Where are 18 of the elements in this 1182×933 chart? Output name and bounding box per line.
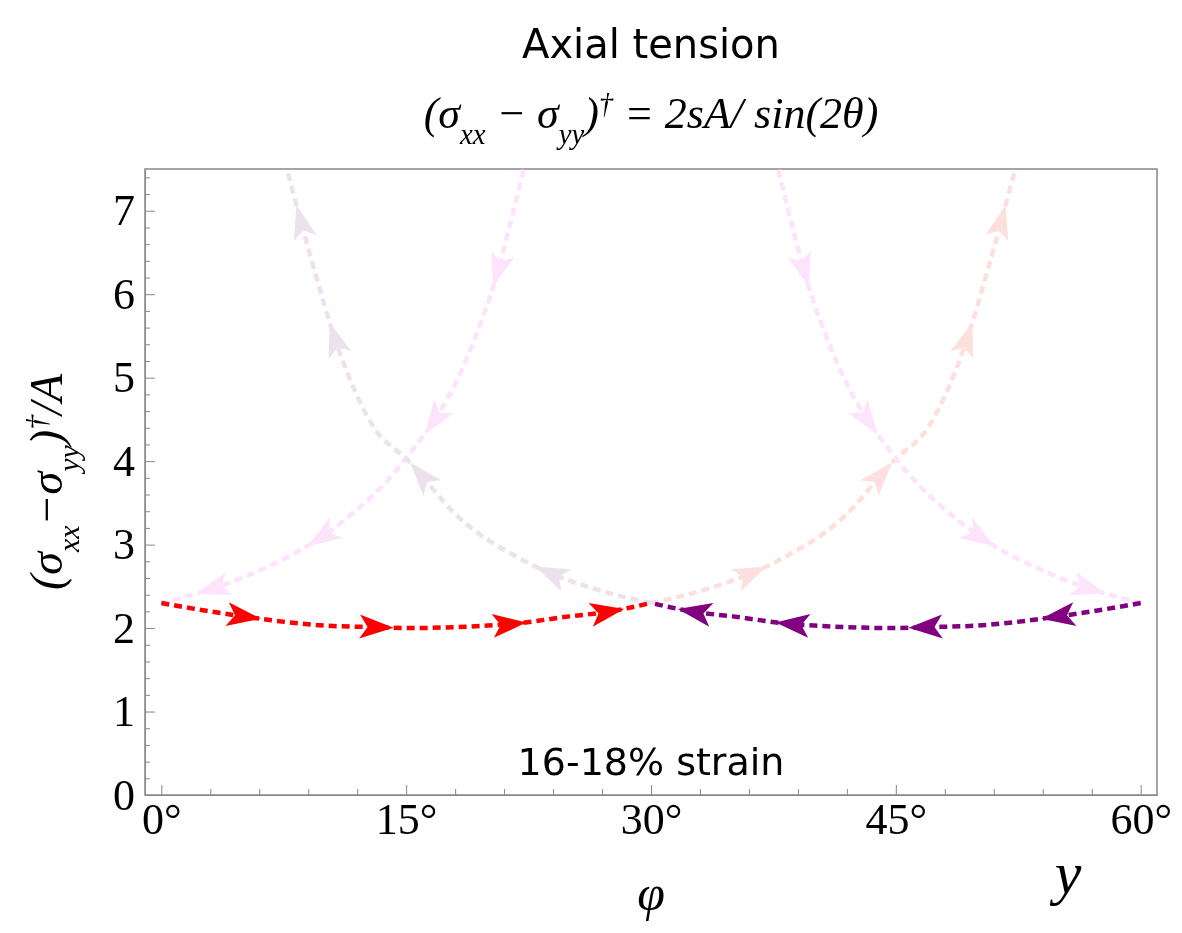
y-tick-label: 1 — [113, 687, 135, 737]
x-tick-label: 30° — [620, 795, 683, 845]
y-tick-label: 0 — [113, 770, 135, 820]
text: y — [1048, 840, 1082, 906]
y-tick-label: 2 — [113, 603, 135, 653]
x-tick-label: 0° — [142, 795, 182, 845]
y-tick-label: 7 — [113, 186, 135, 236]
y-tick-label: 5 — [113, 353, 135, 403]
x-tick-label: 15° — [375, 795, 438, 845]
y-tick-label: 3 — [113, 520, 135, 570]
x-tick-label: 45° — [865, 795, 928, 845]
chart-title: Axial tension — [522, 21, 780, 67]
annotation: 16-18% strain — [517, 740, 785, 784]
y-tick-label: 6 — [113, 269, 135, 319]
y-tick-label: 4 — [113, 436, 135, 486]
x-tick-label: 60° — [1110, 795, 1172, 845]
chart-subtitle: (σ$_{xx}$ − σ$_{yy}$)$^{†}$ = 2sA/ sin(2θ) — [423, 87, 879, 150]
x-axis-title: φ — [637, 865, 665, 921]
